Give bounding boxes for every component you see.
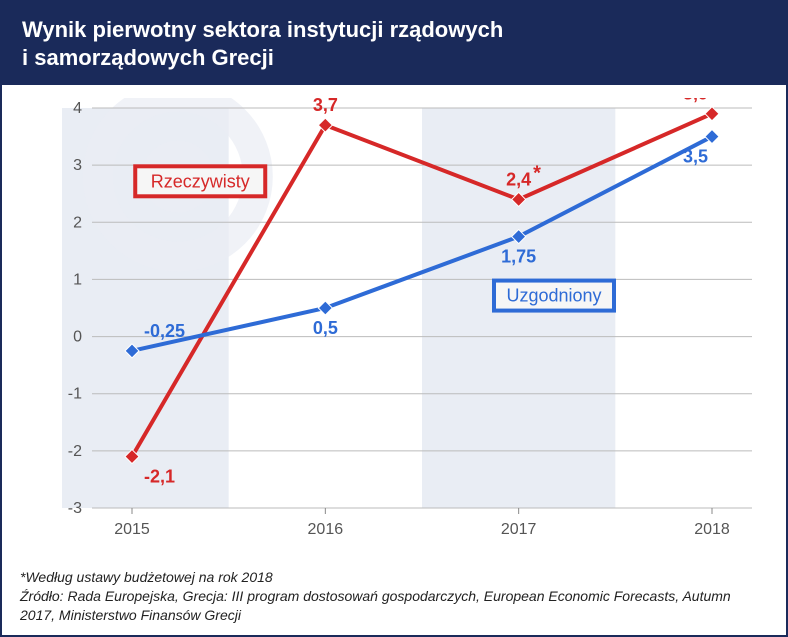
legend-label: Uzgodniony [506, 286, 601, 306]
y-tick-label: -2 [68, 443, 82, 460]
data-label: -0,25 [144, 321, 185, 341]
x-tick-label: 2017 [501, 521, 537, 538]
x-tick-label: 2018 [694, 521, 730, 538]
chart-footer: *Według ustawy budżetowej na rok 2018 Źr… [20, 568, 768, 625]
data-label: 3,9 [683, 98, 708, 104]
data-label: 0,5 [313, 318, 338, 338]
footnote: *Według ustawy budżetowej na rok 2018 [20, 568, 768, 587]
y-tick-label: 2 [73, 214, 82, 231]
data-label: 3,7 [313, 98, 338, 115]
chart-area: -3-2-1012342015201620172018-2,13,72,4*3,… [62, 98, 762, 546]
y-tick-label: 0 [73, 329, 82, 346]
chart-title: Wynik pierwotny sektora instytucji rządo… [2, 2, 786, 85]
y-tick-label: -3 [68, 500, 82, 517]
title-line-2: i samorządowych Grecji [22, 44, 766, 72]
star-icon: * [710, 98, 718, 99]
x-tick-label: 2015 [114, 521, 150, 538]
data-label: -2,1 [144, 467, 175, 487]
title-line-1: Wynik pierwotny sektora instytucji rządo… [22, 16, 766, 44]
y-tick-label: 4 [73, 100, 82, 117]
data-label: 3,5 [683, 147, 708, 167]
series-marker [318, 301, 332, 315]
y-tick-label: 3 [73, 157, 82, 174]
series-marker [705, 107, 719, 121]
x-tick-label: 2016 [308, 521, 344, 538]
y-tick-label: -1 [68, 386, 82, 403]
source: Źródło: Rada Europejska, Grecja: III pro… [20, 587, 768, 625]
data-label: 2,4 [506, 169, 531, 189]
star-icon: * [533, 162, 541, 184]
chart-frame: Wynik pierwotny sektora instytucji rządo… [0, 0, 788, 637]
chart-svg: -3-2-1012342015201620172018-2,13,72,4*3,… [62, 98, 762, 546]
y-tick-label: 1 [73, 271, 82, 288]
data-label: 1,75 [501, 247, 536, 267]
legend-label: Rzeczywisty [151, 171, 250, 191]
series-marker [705, 130, 719, 144]
